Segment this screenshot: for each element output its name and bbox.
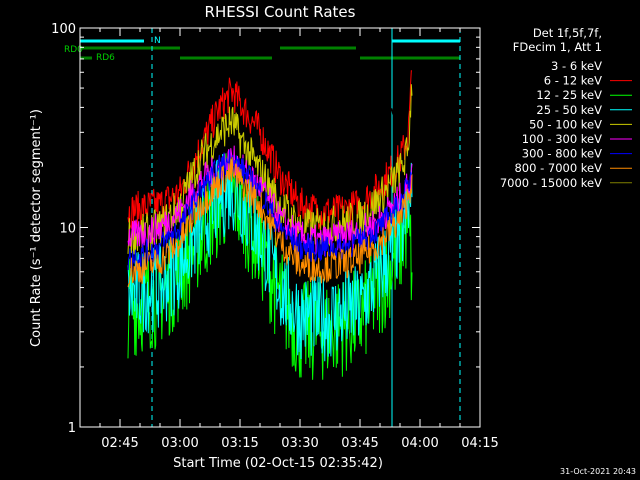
footer-date: 31-Oct-2021 20:43: [560, 467, 636, 476]
x-tick-label-2: 03:15: [221, 436, 258, 451]
legend-header-1: Det 1f,5f,7f,: [533, 26, 602, 40]
legend-header-2: FDecim 1, Att 1: [513, 40, 602, 54]
bar-label-rd0: RD0: [64, 45, 83, 55]
legend-label-0: 3 - 6 keV: [551, 59, 602, 73]
legend-label-7: 800 - 7000 keV: [514, 161, 602, 175]
legend-label-4: 50 - 100 keV: [529, 117, 602, 131]
y-axis-label: Count Rate (s⁻¹ detector segment⁻¹): [29, 109, 44, 347]
legend-label-5: 100 - 300 keV: [522, 132, 602, 146]
y-tick-label-2: 100: [51, 22, 76, 37]
attenuator-bars: N RD0 RD6: [64, 36, 460, 63]
y-axis: 1 10 100: [51, 22, 480, 436]
series-0: [127, 75, 413, 126]
y-tick-label-0: 1: [68, 421, 76, 436]
x-axis: 02:45 03:00 03:15 03:30 03:45 04:00 04:15: [79, 28, 499, 451]
y-tick-label-1: 10: [59, 222, 76, 237]
x-tick-label-3: 03:30: [281, 436, 318, 451]
x-tick-label-6: 04:15: [461, 436, 498, 451]
series-7: [127, 157, 413, 288]
x-tick-label-0: 02:45: [101, 436, 138, 451]
x-axis-label: Start Time (02-Oct-15 02:35:42): [173, 456, 383, 471]
x-tick-label-4: 03:45: [341, 436, 378, 451]
legend: Det 1f,5f,7f, FDecim 1, Att 1 3 - 6 keV6…: [500, 26, 632, 190]
legend-label-2: 12 - 25 keV: [536, 88, 602, 102]
bar-label-n: N: [154, 36, 161, 46]
x-tick-label-1: 03:00: [161, 436, 198, 451]
x-tick-label-5: 04:00: [401, 436, 438, 451]
chart-title: RHESSI Count Rates: [205, 3, 356, 21]
legend-label-8: 7000 - 15000 keV: [500, 176, 602, 190]
series-lines: [127, 70, 413, 380]
legend-label-6: 300 - 800 keV: [522, 147, 602, 161]
legend-label-1: 6 - 12 keV: [544, 74, 602, 88]
series-6: [127, 150, 413, 271]
legend-label-3: 25 - 50 keV: [536, 103, 602, 117]
bar-label-rd6: RD6: [96, 53, 115, 63]
